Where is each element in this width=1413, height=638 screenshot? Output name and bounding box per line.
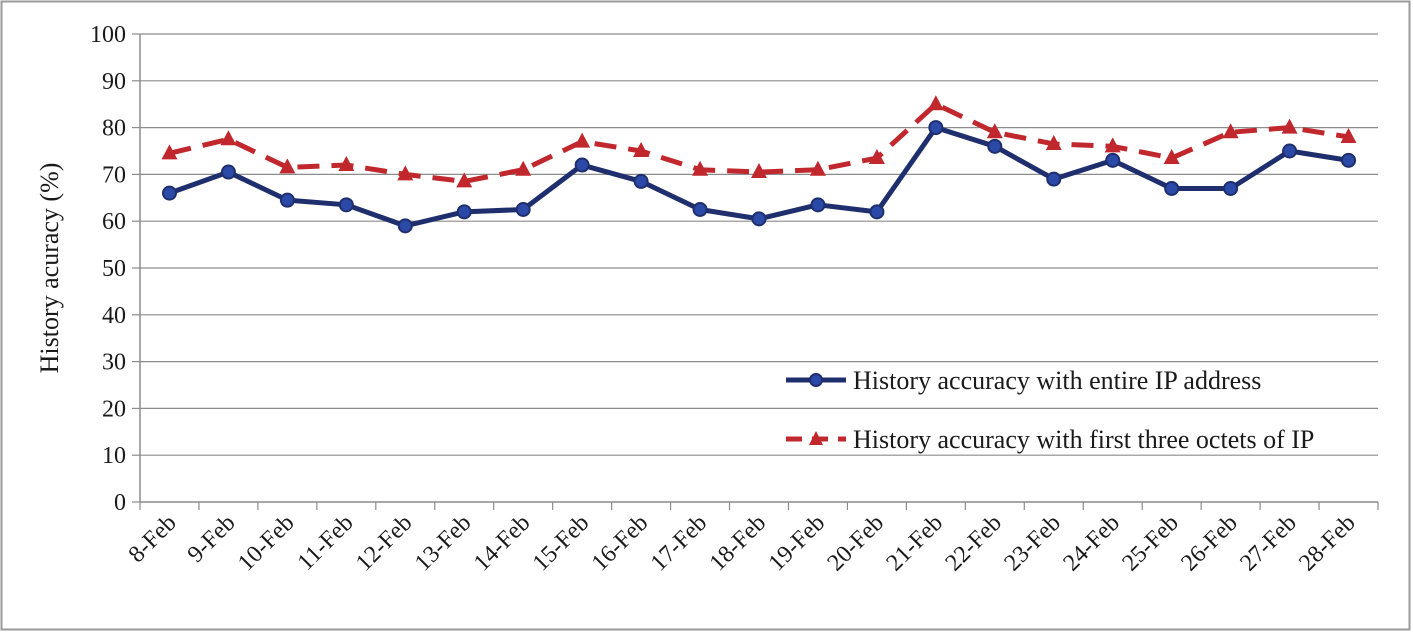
data-point-0-4 [397,218,413,234]
y-tick-label-0: 0 [114,490,126,516]
y-axis-title: History acuracy (%) [35,163,64,374]
data-point-0-13 [928,120,944,136]
legend-label-entire-ip: History accuracy with entire IP address [853,366,1261,395]
data-point-1-19 [1281,118,1298,134]
data-point-0-14 [987,138,1003,154]
legend-marker-first-three-octets [809,431,823,445]
data-point-0-8 [633,173,649,189]
data-point-0-16 [1105,152,1121,168]
legend: History accuracy with entire IP address … [786,366,1314,454]
data-point-1-9 [692,160,709,176]
data-point-1-17 [1163,149,1180,165]
y-tick-label-100: 100 [90,22,126,48]
data-point-1-7 [574,132,591,148]
data-point-0-17 [1164,180,1180,196]
data-point-0-11 [810,197,826,213]
y-tick-label-30: 30 [102,350,126,376]
series-layer [161,95,1357,234]
data-point-1-8 [633,142,650,157]
data-point-0-3 [338,197,354,213]
data-point-1-14 [986,123,1003,139]
data-point-1-15 [1045,134,1062,150]
data-point-1-3 [338,156,355,172]
data-point-1-18 [1222,123,1239,139]
data-point-1-0 [161,144,178,160]
y-tick-label-50: 50 [102,256,126,282]
data-point-0-19 [1282,143,1298,159]
legend-item-entire-ip: History accuracy with entire IP address [786,366,1261,395]
legend-label-first-three-octets: History accuracy with first three octets… [853,425,1314,454]
y-tick-label-70: 70 [102,162,126,188]
y-tick-label-60: 60 [102,209,126,235]
data-point-0-12 [869,204,885,220]
series-0 [161,120,1357,234]
data-point-1-1 [220,130,237,146]
data-point-1-4 [397,165,414,181]
series-line-1 [168,101,1349,184]
data-point-0-10 [751,211,767,227]
data-point-0-20 [1341,152,1357,168]
legend-item-first-three-octets: History accuracy with first three octets… [786,425,1314,454]
legend-marker-entire-ip [809,373,823,387]
data-point-0-1 [220,164,236,180]
data-point-1-6 [515,160,532,176]
data-point-1-13 [927,95,944,111]
y-tick-label-10: 10 [102,443,126,469]
y-tick-labels: 0 10 20 30 40 50 60 70 80 90 100 [90,22,126,516]
data-point-0-0 [161,185,177,201]
y-tick-label-40: 40 [102,303,126,329]
series-1 [161,95,1357,188]
data-point-0-2 [279,192,295,208]
data-point-0-15 [1046,171,1062,187]
data-point-1-20 [1340,127,1357,143]
data-point-1-11 [809,160,826,176]
data-point-1-10 [751,163,767,179]
axes [139,34,1379,510]
data-point-1-12 [868,149,885,165]
y-tick-label-80: 80 [102,116,126,142]
data-point-0-6 [515,202,531,217]
data-point-0-9 [692,202,708,217]
data-point-0-7 [574,157,590,173]
y-tick-label-20: 20 [102,396,126,422]
y-tick-label-90: 90 [102,69,126,95]
data-point-1-16 [1104,137,1121,153]
data-point-0-18 [1223,180,1239,196]
data-point-0-5 [456,204,472,220]
gridlines [132,33,1378,503]
data-point-1-5 [456,172,473,188]
data-point-1-2 [279,158,296,174]
